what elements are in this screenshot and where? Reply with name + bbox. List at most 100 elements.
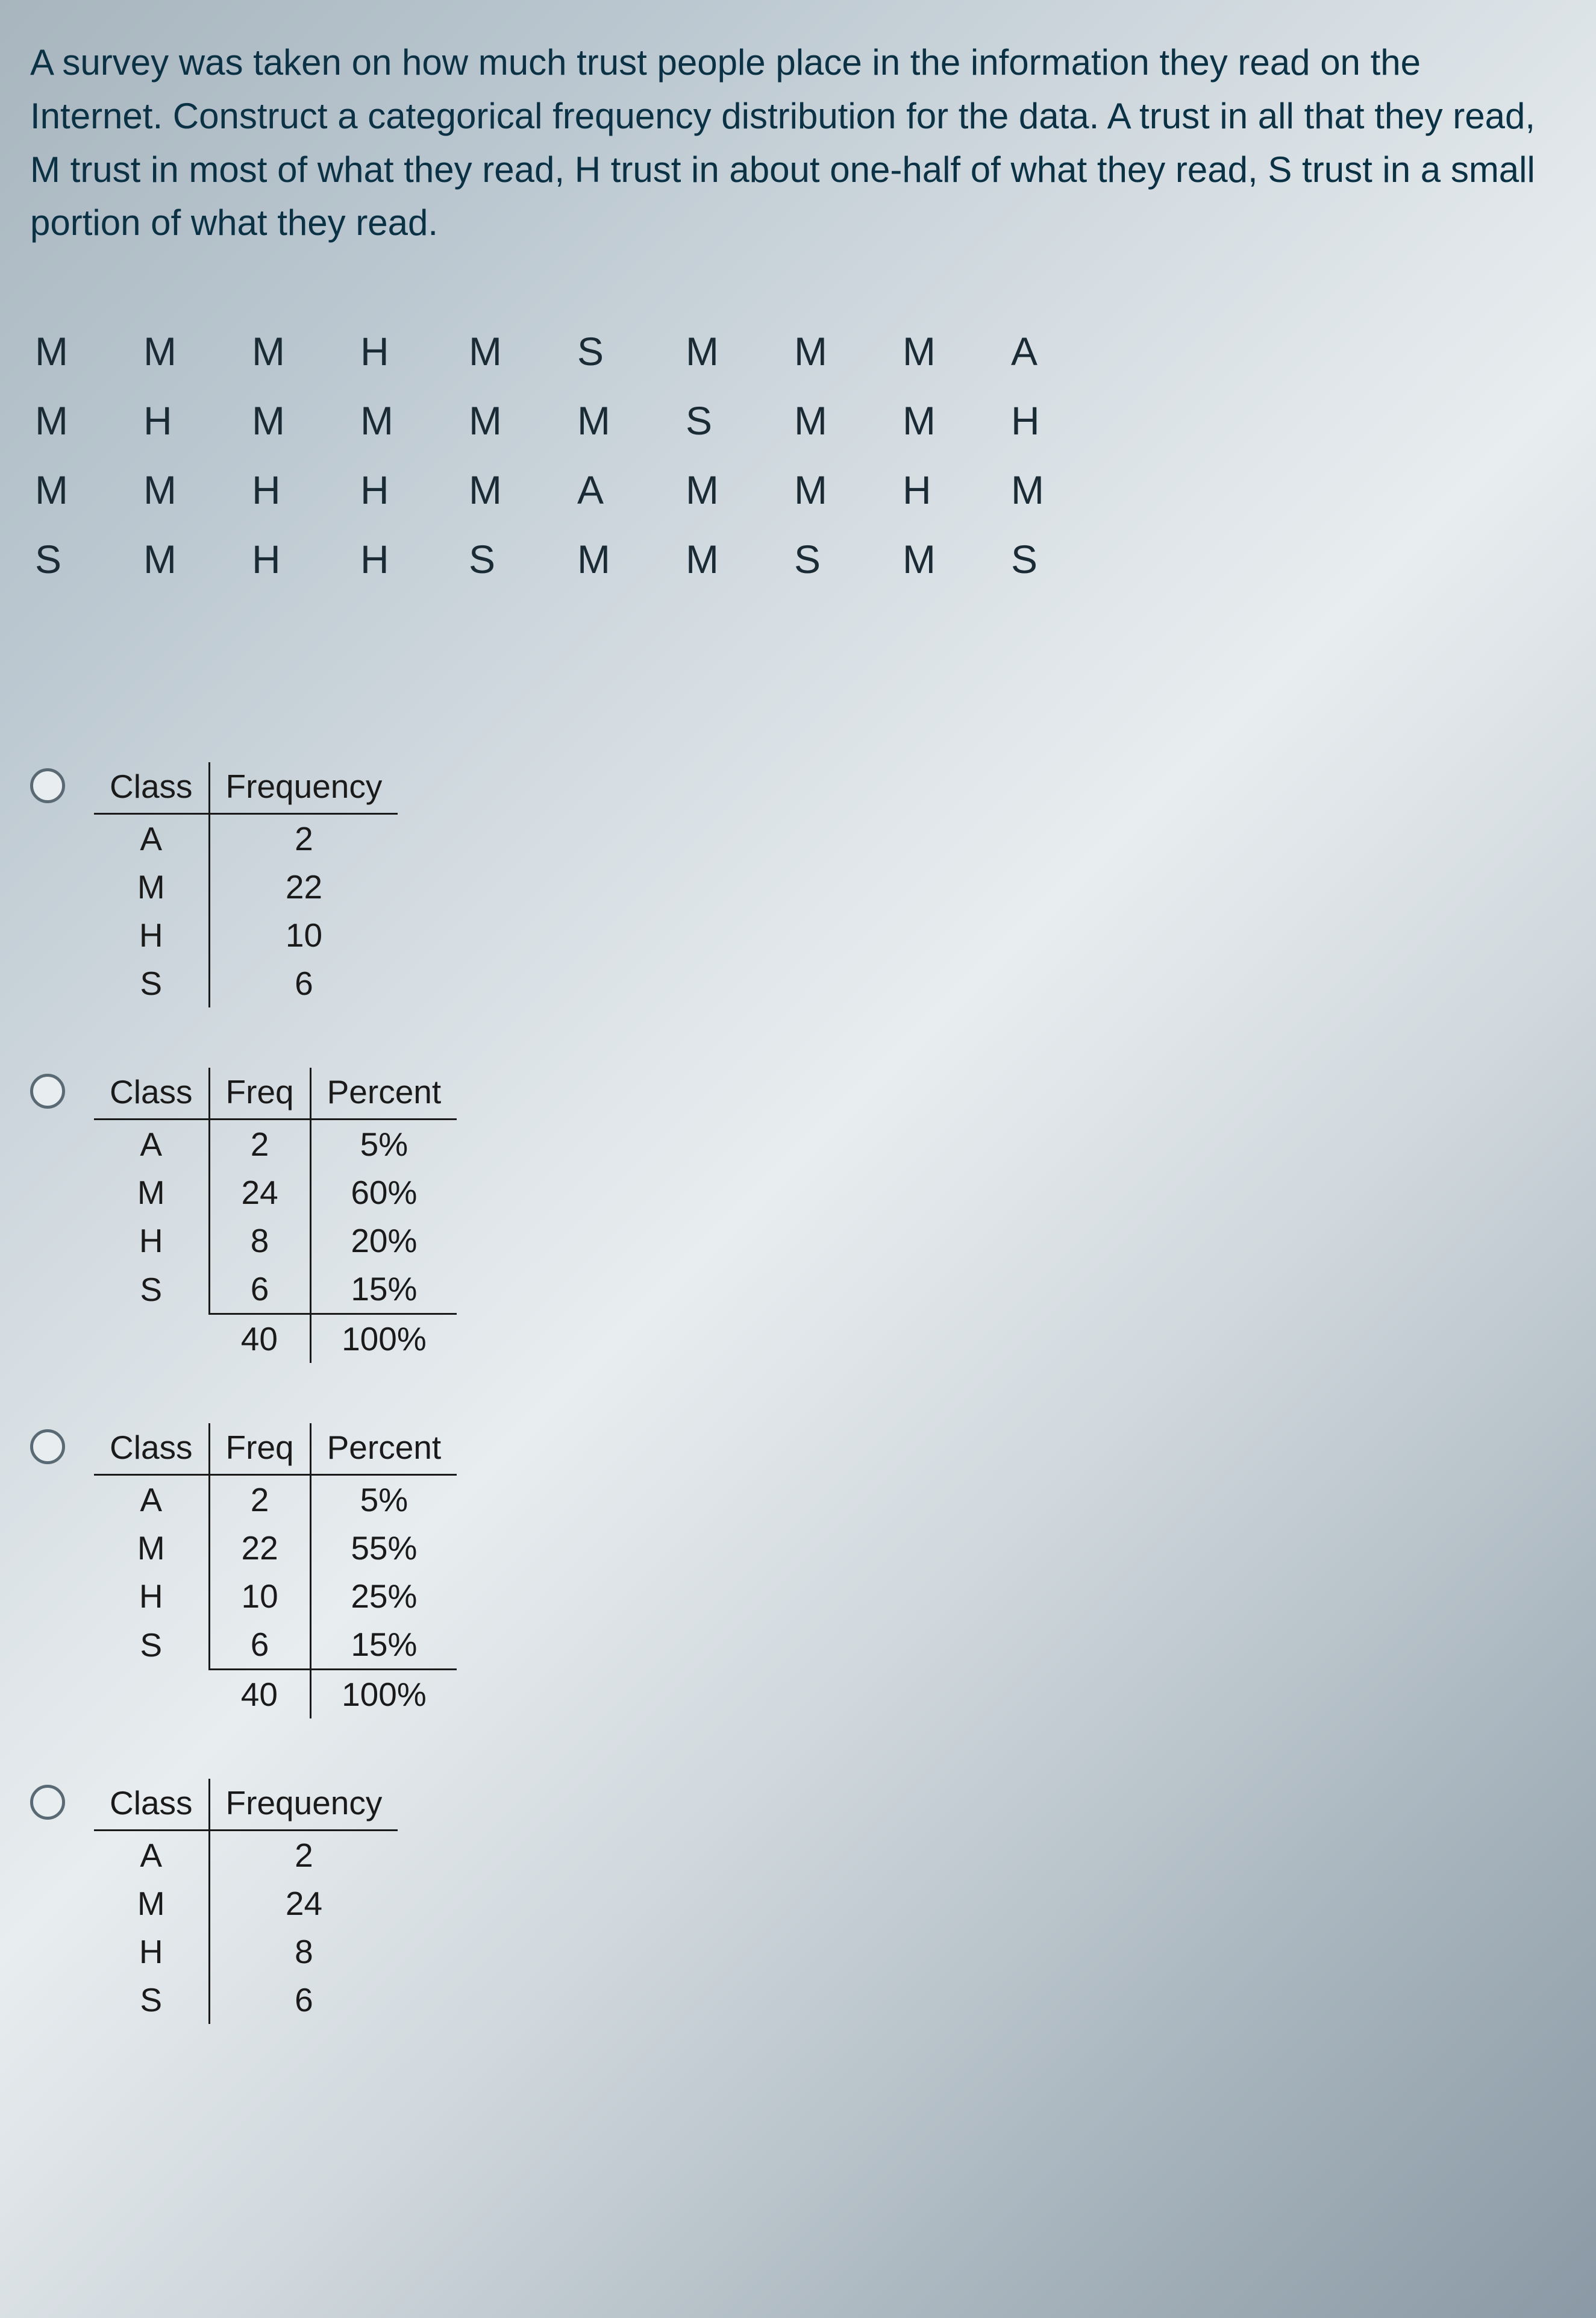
percent-cell: 15% xyxy=(310,1620,457,1670)
data-cell: M xyxy=(903,524,1011,594)
data-cell: M xyxy=(794,455,903,524)
data-cell: H xyxy=(252,455,360,524)
freq-cell: 2 xyxy=(209,1831,398,1880)
freq-cell: 8 xyxy=(209,1217,310,1265)
data-cell: S xyxy=(469,524,577,594)
freq-cell: 8 xyxy=(209,1928,398,1976)
table-row: A25% xyxy=(94,1475,457,1524)
data-cell: H xyxy=(360,524,469,594)
radio-button[interactable] xyxy=(30,1429,65,1464)
percent-cell: 5% xyxy=(310,1120,457,1169)
table-header: Percent xyxy=(310,1068,457,1120)
class-cell: A xyxy=(94,1475,209,1524)
class-cell: S xyxy=(94,1976,209,2024)
data-cell: M xyxy=(903,316,1011,386)
frequency-table: ClassFrequencyA2M24H8S6 xyxy=(94,1779,398,2024)
data-cell: M xyxy=(35,455,143,524)
data-cell: H xyxy=(903,455,1011,524)
table-row: H8 xyxy=(94,1928,398,1976)
percent-cell: 60% xyxy=(310,1168,457,1217)
data-cell: S xyxy=(577,316,686,386)
table-header: Class xyxy=(94,1423,209,1475)
class-cell: A xyxy=(94,814,209,863)
table-header: Class xyxy=(94,762,209,814)
freq-cell: 10 xyxy=(209,911,398,959)
class-cell: S xyxy=(94,1265,209,1314)
table-row: M2255% xyxy=(94,1524,457,1572)
data-cell: M xyxy=(794,386,903,455)
class-cell: M xyxy=(94,1168,209,1217)
table-header: Class xyxy=(94,1779,209,1831)
data-cell: M xyxy=(143,316,252,386)
percent-cell: 55% xyxy=(310,1524,457,1572)
data-cell: S xyxy=(686,386,794,455)
data-cell: M xyxy=(577,386,686,455)
data-cell: H xyxy=(360,455,469,524)
data-cell: M xyxy=(794,316,903,386)
table-row: A2 xyxy=(94,814,398,863)
table-row: H1025% xyxy=(94,1572,457,1620)
empty-cell xyxy=(94,1314,209,1364)
data-cell: M xyxy=(360,386,469,455)
data-cell: H xyxy=(360,316,469,386)
question-text: A survey was taken on how much trust peo… xyxy=(30,36,1560,250)
answer-option-3[interactable]: ClassFreqPercentA25%M2255%H1025%S615%401… xyxy=(30,1423,1566,1718)
freq-cell: 22 xyxy=(209,863,398,911)
data-cell: S xyxy=(794,524,903,594)
table-header: Class xyxy=(94,1068,209,1120)
data-cell: M xyxy=(469,316,577,386)
class-cell: A xyxy=(94,1120,209,1169)
table-row: A25% xyxy=(94,1120,457,1169)
table-header: Freq xyxy=(209,1068,310,1120)
table-header: Frequency xyxy=(209,1779,398,1831)
table-row: M24 xyxy=(94,1879,398,1928)
data-cell: M xyxy=(686,524,794,594)
table-row: H820% xyxy=(94,1217,457,1265)
table-header: Percent xyxy=(310,1423,457,1475)
survey-data-grid: MMMHMSMMMAMHMMMMSMMHMMHHMAMMHMSMHHSMMSMS xyxy=(35,316,1566,594)
table-row: H10 xyxy=(94,911,398,959)
freq-cell: 6 xyxy=(209,1265,310,1314)
freq-cell: 10 xyxy=(209,1572,310,1620)
freq-cell: 24 xyxy=(209,1168,310,1217)
frequency-table: ClassFreqPercentA25%M2255%H1025%S615%401… xyxy=(94,1423,457,1718)
freq-cell: 2 xyxy=(209,814,398,863)
class-cell: S xyxy=(94,1620,209,1670)
percent-cell: 15% xyxy=(310,1265,457,1314)
answer-option-4[interactable]: ClassFrequencyA2M24H8S6 xyxy=(30,1779,1566,2024)
table-row: A2 xyxy=(94,1831,398,1880)
total-freq-cell: 40 xyxy=(209,1314,310,1364)
frequency-table: ClassFreqPercentA25%M2460%H820%S615%4010… xyxy=(94,1068,457,1363)
data-cell: M xyxy=(469,455,577,524)
answer-option-1[interactable]: ClassFrequencyA2M22H10S6 xyxy=(30,762,1566,1007)
data-cell: A xyxy=(577,455,686,524)
class-cell: A xyxy=(94,1831,209,1880)
class-cell: H xyxy=(94,1572,209,1620)
data-cell: M xyxy=(35,316,143,386)
answer-option-2[interactable]: ClassFreqPercentA25%M2460%H820%S615%4010… xyxy=(30,1068,1566,1363)
class-cell: H xyxy=(94,1928,209,1976)
freq-cell: 6 xyxy=(209,959,398,1007)
data-cell: M xyxy=(252,386,360,455)
data-cell: M xyxy=(686,316,794,386)
freq-cell: 6 xyxy=(209,1976,398,2024)
table-row: S6 xyxy=(94,959,398,1007)
class-cell: M xyxy=(94,1524,209,1572)
table-header: Frequency xyxy=(209,762,398,814)
empty-cell xyxy=(94,1670,209,1719)
radio-button[interactable] xyxy=(30,1785,65,1820)
freq-cell: 2 xyxy=(209,1120,310,1169)
percent-cell: 25% xyxy=(310,1572,457,1620)
radio-button[interactable] xyxy=(30,768,65,803)
percent-cell: 20% xyxy=(310,1217,457,1265)
total-percent-cell: 100% xyxy=(310,1670,457,1719)
data-cell: M xyxy=(143,524,252,594)
radio-button[interactable] xyxy=(30,1074,65,1109)
total-freq-cell: 40 xyxy=(209,1670,310,1719)
data-cell: M xyxy=(469,386,577,455)
total-percent-cell: 100% xyxy=(310,1314,457,1364)
table-header: Freq xyxy=(209,1423,310,1475)
data-cell: M xyxy=(686,455,794,524)
data-cell: A xyxy=(1011,316,1119,386)
table-row: S6 xyxy=(94,1976,398,2024)
